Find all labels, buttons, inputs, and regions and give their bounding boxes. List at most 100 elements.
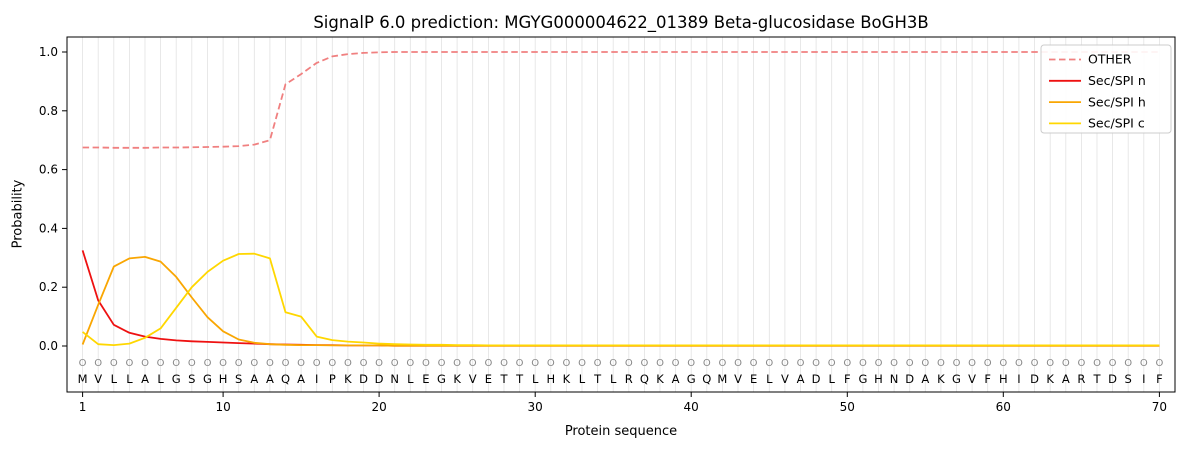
series-line-sec-spi-c [82,252,1160,347]
predicted-label: O [750,358,758,369]
legend-box [1040,44,1172,134]
sequence-letter: L [610,372,617,386]
sequence-letter: A [797,372,805,386]
sequence-letter: K [656,372,664,386]
predicted-label: O [906,358,914,369]
sequence-letter: A [250,372,258,386]
predicted-label: O [687,358,695,369]
sequence-letter: L [157,372,164,386]
sequence-letter: K [1046,372,1054,386]
sequence-letter: A [297,372,305,386]
predicted-label: O [1015,358,1023,369]
predicted-label: O [235,358,243,369]
series-line-sec-spi-n [81,250,1160,347]
sequence-letter: E [485,372,492,386]
sequence-letter: A [141,372,149,386]
predicted-label: O [125,358,133,369]
sequence-letter: M [717,372,727,386]
sequence-letter: S [188,372,195,386]
y-tick-label: 1.0 [39,45,58,59]
legend-label: OTHER [1088,52,1132,67]
y-tick-label: 0.6 [39,163,58,177]
sequence-letter: Q [640,372,649,386]
sequence-letter: K [937,372,945,386]
sequence-letter: E [750,372,757,386]
sequence-letter: K [344,372,352,386]
predicted-label: O [422,358,430,369]
sequence-letter: L [579,372,586,386]
predicted-label: O [219,358,227,369]
sequence-letter: L [111,372,118,386]
predicted-label: O [188,358,196,369]
plot-title: SignalP 6.0 prediction: MGYG000004622_01… [313,13,929,32]
predicted-label: O [953,358,961,369]
sequence-letter: D [905,372,914,386]
sequence-letter: D [1108,372,1117,386]
sequence-letter: G [952,372,961,386]
predicted-label: O [453,358,461,369]
y-tick-label: 0.8 [39,104,58,118]
sequence-letter: S [235,372,242,386]
sequence-letter: H [219,372,228,386]
predicted-label: O [94,358,102,369]
predicted-label: O [1109,358,1117,369]
predicted-label: O [547,358,555,369]
predicted-label: O [297,358,305,369]
predicted-label: O [812,358,820,369]
predicted-label: O [110,358,118,369]
sequence-letter: G [437,372,446,386]
predicted-label: O [656,358,664,369]
sequence-letter: G [687,372,696,386]
sequence-letter: D [359,372,368,386]
predicted-label: O [375,358,383,369]
sequence-letter: F [984,372,991,386]
legend-label: Sec/SPI h [1088,94,1146,109]
legend-label: Sec/SPI c [1088,116,1145,131]
sequence-letter: N [390,372,399,386]
predicted-label: O [1077,358,1085,369]
sequence-letter: T [515,372,524,386]
sequence-letter: S [1125,372,1132,386]
legend-item-sec-spi-n: Sec/SPI n [1049,73,1146,88]
sequence-letter: D [1030,372,1039,386]
predicted-label: O [1046,358,1054,369]
x-tick-label: 60 [996,400,1011,414]
predicted-label: O [999,358,1007,369]
predicted-label: O [516,358,524,369]
sequence-letter: A [1062,372,1070,386]
predicted-label: O [391,358,399,369]
sequence-letter: L [126,372,133,386]
x-tick-label: 30 [528,400,543,414]
predicted-label: O [843,358,851,369]
sequence-letter: G [203,372,212,386]
sequence-letter: A [921,372,929,386]
y-tick-label: 0.0 [39,339,58,353]
predicted-label: O [1124,358,1132,369]
sequence-letter: V [968,372,976,386]
legend-item-other: OTHER [1049,52,1132,67]
x-tick-label: 50 [840,400,855,414]
sequence-letter: Q [281,372,290,386]
sequence-letter: I [1142,372,1145,386]
legend-item-sec-spi-c: Sec/SPI c [1049,116,1145,131]
predicted-label: O [500,358,508,369]
x-tick-label: 10 [215,400,230,414]
x-axis-ticks: 1 10 20 30 40 50 60 70 [79,392,1167,414]
sequence-letter: L [828,372,835,386]
x-tick-label: 70 [1152,400,1167,414]
sequence-letter: K [563,372,571,386]
predicted-label: O [1031,358,1039,369]
predicted-label: O [921,358,929,369]
predicted-label: O [531,358,539,369]
sequence-letter: F [844,372,851,386]
predicted-label: O [859,358,867,369]
predicted-label: O [406,358,414,369]
predicted-label: O [672,358,680,369]
y-tick-label: 0.4 [39,221,58,235]
sequence-letter: D [812,372,821,386]
legend-label: Sec/SPI n [1088,73,1146,88]
sequence-letter: A [672,372,680,386]
